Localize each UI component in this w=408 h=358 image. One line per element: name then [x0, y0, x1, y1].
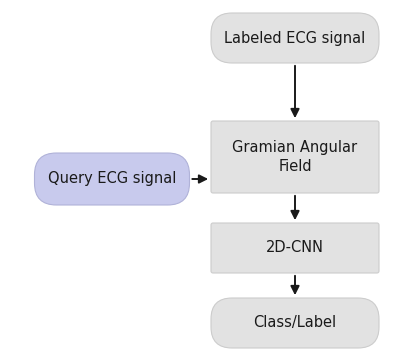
- Text: 2D-CNN: 2D-CNN: [266, 241, 324, 256]
- FancyBboxPatch shape: [211, 13, 379, 63]
- FancyBboxPatch shape: [211, 298, 379, 348]
- Text: Query ECG signal: Query ECG signal: [48, 171, 176, 187]
- FancyBboxPatch shape: [211, 223, 379, 273]
- Text: Gramian Angular
Field: Gramian Angular Field: [233, 140, 357, 174]
- FancyBboxPatch shape: [35, 153, 189, 205]
- Text: Labeled ECG signal: Labeled ECG signal: [224, 30, 366, 45]
- FancyBboxPatch shape: [211, 121, 379, 193]
- Text: Class/Label: Class/Label: [253, 315, 337, 330]
